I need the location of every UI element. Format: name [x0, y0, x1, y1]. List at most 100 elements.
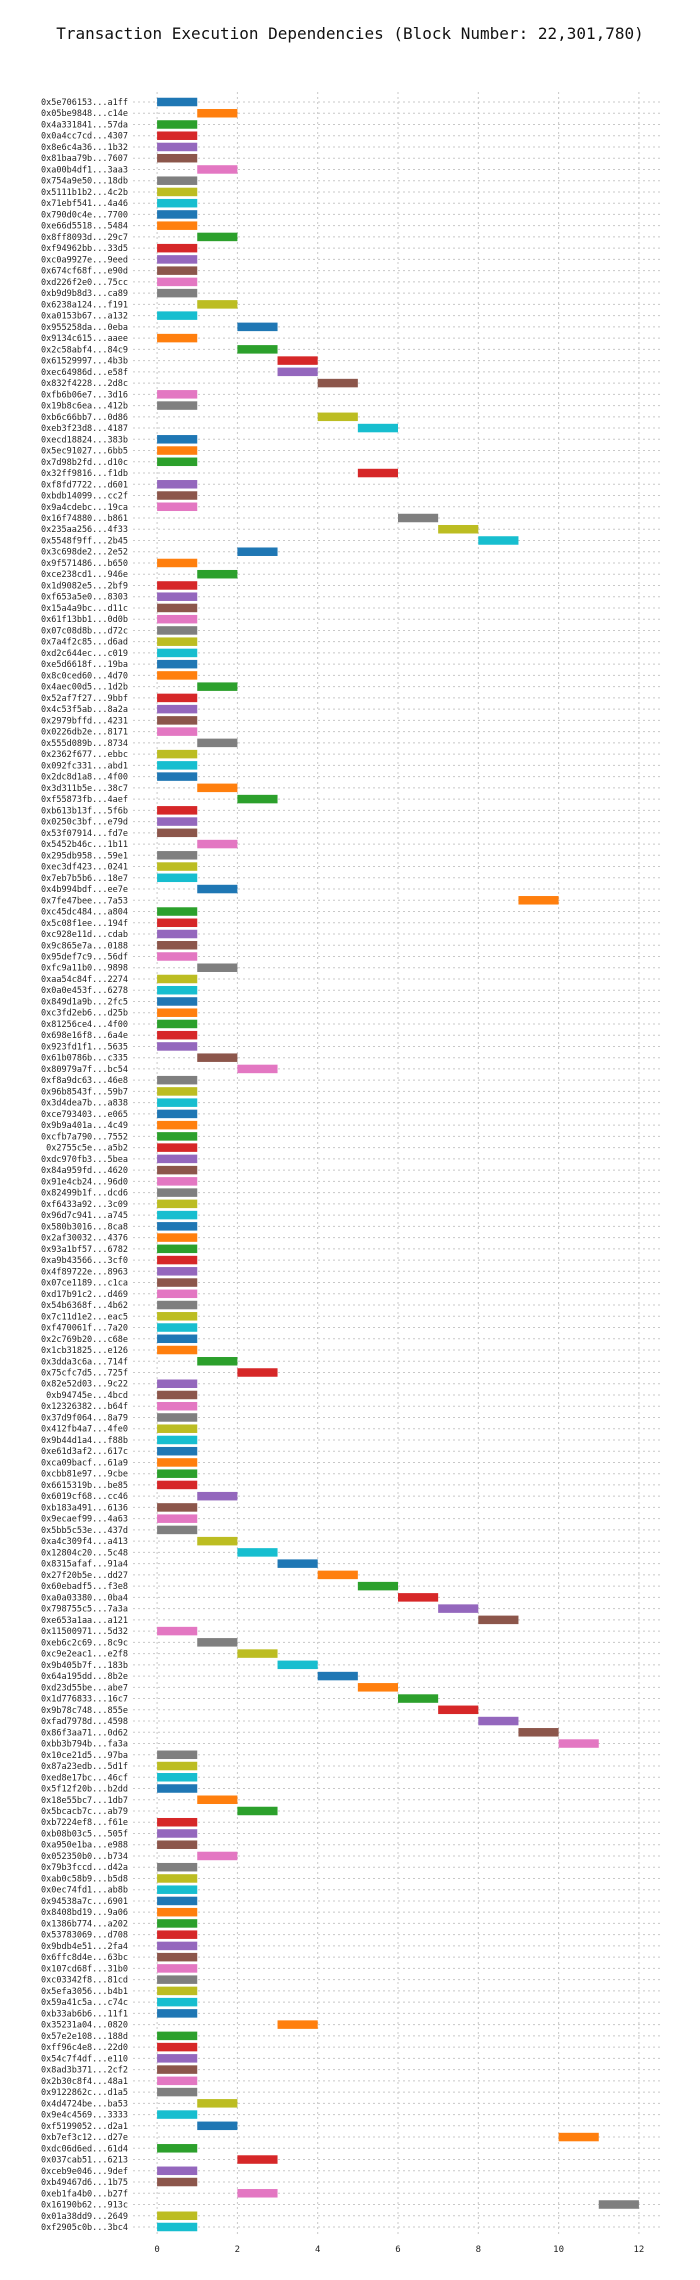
transaction-label: 0x555d089b...8734: [41, 739, 128, 749]
transaction-label: 0xc03342f8...81cd: [41, 1976, 128, 1986]
transaction-bar: [277, 1559, 318, 1568]
transaction-label: 0x9a4cdebc...19ca: [41, 503, 128, 513]
transaction-label: 0x6ffc8d4e...63bc: [41, 1953, 128, 1963]
transaction-label: 0x07c08d8b...d72c: [41, 626, 128, 636]
transaction-bar: [157, 1390, 198, 1400]
transaction-label: 0xce793403...e065: [41, 1110, 128, 1120]
transaction-bar: [157, 1458, 198, 1467]
transaction-bar: [157, 727, 198, 736]
transaction-bar: [157, 142, 198, 152]
transaction-label: 0x27f20b5e...dd27: [41, 1571, 128, 1581]
transaction-bar: [157, 1087, 198, 1096]
transaction-bar: [157, 851, 198, 860]
transaction-label: 0x15a4a9bc...d11c: [41, 604, 128, 614]
transaction-label: 0x7eb7b5b6...18e7: [41, 874, 128, 884]
transaction-bar: [157, 626, 198, 635]
transaction-bar: [197, 108, 238, 118]
transaction-label: 0x8ad3b371...2cf2: [41, 2066, 128, 2076]
transaction-label: 0xecd18824...383b: [41, 435, 128, 445]
transaction-label: 0x923fd1f1...5635: [41, 1042, 128, 1052]
transaction-bar: [157, 2166, 198, 2176]
transaction-bar: [157, 1188, 198, 1197]
transaction-bar: [157, 435, 198, 444]
transaction-bar: [277, 2020, 318, 2029]
transaction-label: 0xb7ef3c12...d27e: [41, 2133, 128, 2143]
transaction-label: 0x295db958...59e1: [41, 851, 128, 861]
transaction-label: 0xeb6c2c69...8c9c: [41, 1638, 128, 1648]
transaction-bar: [157, 761, 198, 770]
transaction-label: 0x52af7f27...9bbf: [41, 694, 128, 704]
transaction-label: 0x5bcacb7c...ab79: [41, 1807, 128, 1817]
transaction-bar: [157, 1952, 198, 1962]
transaction-bar: [157, 2144, 198, 2153]
transaction-label: 0x12326382...b64f: [41, 1402, 128, 1412]
transaction-bar: [558, 2132, 599, 2142]
transaction-bar: [197, 2121, 238, 2131]
transaction-bar: [157, 1874, 198, 1883]
transaction-label: 0xec3df423...0241: [41, 863, 128, 873]
transaction-bar: [157, 2076, 198, 2086]
transaction-label: 0xa950e1ba...e988: [41, 1841, 128, 1851]
transaction-label: 0x4f89722e...8963: [41, 1267, 128, 1277]
transaction-label: 0x2c58abf4...84c9: [41, 345, 128, 355]
transaction-label: 0x8c0ced60...4d70: [41, 671, 128, 681]
transaction-bar: [197, 963, 238, 972]
transaction-bar: [157, 311, 198, 320]
transaction-bar: [157, 1919, 198, 1928]
transaction-bar: [197, 1053, 238, 1062]
transaction-label: 0x79b3fccd...d42a: [41, 1863, 128, 1873]
transaction-label: 0x96d7c941...a745: [41, 1211, 128, 1221]
transaction-bar: [157, 131, 198, 140]
transaction-bar: [157, 659, 198, 669]
transaction-label: 0x0ec74fd1...ab8b: [41, 1886, 128, 1896]
transaction-label: 0xed8e17bc...46cf: [41, 1773, 128, 1783]
transaction-label: 0xa0a03380...0ba4: [41, 1593, 128, 1603]
transaction-label: 0x54b6368f...4b62: [41, 1301, 128, 1311]
transaction-bar: [157, 1997, 198, 2007]
transaction-bar: [197, 839, 238, 849]
transaction-label: 0x35231a04...0820: [41, 2021, 128, 2031]
transaction-label: 0xe5d6618f...19ba: [41, 660, 128, 670]
transaction-bar: [157, 558, 198, 568]
transaction-bar: [157, 457, 198, 467]
transaction-bar: [157, 1817, 198, 1827]
transaction-label: 0x4b994bdf...ee7e: [41, 885, 128, 895]
transaction-label: 0x3d311b5e...38c7: [41, 784, 128, 794]
transaction-bar: [157, 828, 198, 838]
transaction-bar: [157, 817, 198, 826]
transaction-bar: [197, 1491, 238, 1501]
transaction-bar: [197, 682, 238, 691]
transaction-label: 0xeb1fa4b0...b27f: [41, 2189, 128, 2199]
transaction-label: 0x16190b62...913c: [41, 2201, 128, 2211]
transaction-bar: [518, 1728, 559, 1737]
transaction-bar: [237, 2189, 278, 2198]
transaction-bar: [157, 1042, 198, 1051]
transaction-bar: [157, 1098, 198, 1107]
transaction-label: 0x2af30032...4376: [41, 1234, 128, 1244]
transaction-label: 0x0250c3bf...e79d: [41, 818, 128, 828]
transaction-bar: [277, 356, 318, 365]
transaction-bar: [237, 345, 278, 354]
transaction-label: 0x9e4c4569...3333: [41, 2111, 128, 2121]
transaction-bar: [237, 1548, 278, 1557]
transaction-bar: [518, 896, 559, 905]
transaction-label: 0x092fc331...abd1: [41, 761, 128, 771]
transaction-label: 0xce238cd1...946e: [41, 570, 128, 580]
transaction-bar: [157, 1222, 198, 1231]
transaction-bar: [197, 2099, 238, 2108]
transaction-label: 0x0226db2e...8171: [41, 728, 128, 738]
transaction-label: 0x8ff8093d...29c7: [41, 233, 128, 243]
transaction-bar: [157, 1480, 198, 1490]
transaction-label: 0x9122862c...d1a5: [41, 2088, 128, 2098]
transaction-label: 0x9b9a401a...4c49: [41, 1121, 128, 1131]
transaction-label: 0x80979a7f...bc54: [41, 1065, 128, 1075]
transaction-bar: [277, 367, 318, 377]
transaction-label: 0x01a38dd9...2649: [41, 2212, 128, 2222]
transaction-label: 0xeb3f23d8...4187: [41, 424, 128, 434]
grid-lines: [133, 92, 663, 2234]
transaction-bar: [157, 266, 198, 275]
transaction-label: 0x5ec91027...6bb5: [41, 447, 128, 457]
transaction-label: 0x6615319b...be85: [41, 1481, 128, 1491]
transaction-bar: [157, 637, 198, 646]
transaction-bar: [157, 1199, 198, 1209]
